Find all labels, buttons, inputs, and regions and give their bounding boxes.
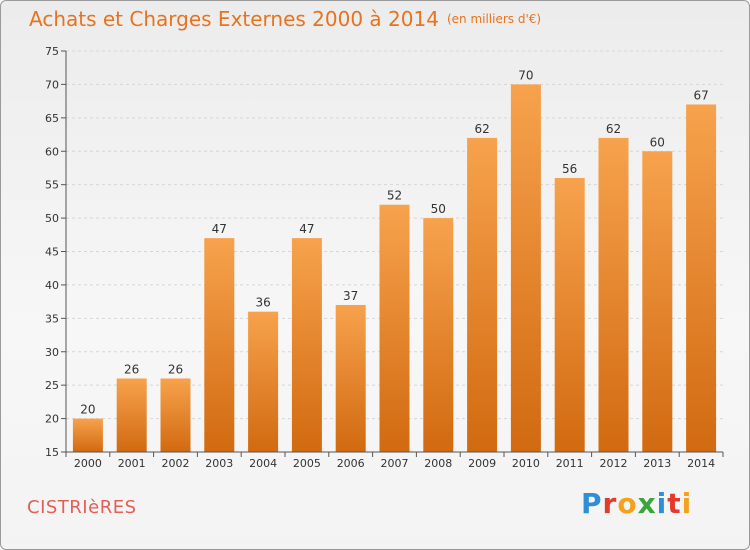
x-tick-label: 2010 xyxy=(512,457,540,470)
bar xyxy=(379,204,410,452)
x-tick-label: 2009 xyxy=(468,457,496,470)
x-tick-label: 2012 xyxy=(600,457,628,470)
value-label: 67 xyxy=(693,88,708,102)
value-label: 26 xyxy=(168,362,183,376)
x-tick-label: 2008 xyxy=(424,457,452,470)
logo-letter: P xyxy=(581,487,603,520)
value-label: 50 xyxy=(431,202,446,216)
bar xyxy=(291,238,322,452)
y-tick-label: 35 xyxy=(45,312,59,325)
x-tick-label: 2000 xyxy=(74,457,102,470)
value-label: 20 xyxy=(80,403,95,417)
x-tick-label: 2002 xyxy=(162,457,190,470)
x-tick-label: 2001 xyxy=(118,457,146,470)
x-tick-label: 2014 xyxy=(687,457,715,470)
bar xyxy=(248,311,279,452)
value-label: 56 xyxy=(562,162,577,176)
axes xyxy=(65,51,723,453)
value-label: 47 xyxy=(299,222,314,236)
x-tick-label: 2011 xyxy=(556,457,584,470)
proxiti-logo: Proxiti xyxy=(581,487,692,520)
bar xyxy=(335,304,366,452)
y-tick-label: 60 xyxy=(45,145,59,158)
value-label: 37 xyxy=(343,289,358,303)
value-label: 26 xyxy=(124,362,139,376)
logo-letter: t xyxy=(667,487,682,520)
logo-letter: x xyxy=(637,487,657,520)
bar xyxy=(160,378,191,452)
bar xyxy=(116,378,147,452)
title-unit: (en milliers d'€) xyxy=(446,12,542,26)
y-tick-label: 65 xyxy=(45,112,59,125)
x-tick-label: 2007 xyxy=(381,457,409,470)
bar xyxy=(204,238,235,452)
value-label: 47 xyxy=(212,222,227,236)
value-label: 52 xyxy=(387,189,402,203)
logo-letter: i xyxy=(681,487,693,520)
y-tick-label: 40 xyxy=(45,279,59,292)
y-tick-label: 25 xyxy=(45,379,59,392)
bar xyxy=(686,104,717,452)
y-axis-ticks: 15 20 25 30 35 40 45 50 55 60 65 70 75 xyxy=(45,45,66,459)
bar xyxy=(554,177,585,452)
value-label: 70 xyxy=(518,68,533,82)
x-axis-ticks: 2000 2001 2002 2003 2004 2005 2006 2007 2008 2009… xyxy=(65,452,724,470)
logo-letter: r xyxy=(602,487,618,520)
x-tick-label: 2005 xyxy=(293,457,321,470)
chart-title: Achats et Charges Externes 2000 à 2014 (e… xyxy=(29,7,541,31)
value-label: 62 xyxy=(606,122,621,136)
bar xyxy=(642,151,673,452)
x-tick-label: 2013 xyxy=(643,457,671,470)
x-tick-label: 2006 xyxy=(337,457,365,470)
x-tick-label: 2003 xyxy=(205,457,233,470)
y-tick-label: 15 xyxy=(45,446,59,459)
value-labels: 20 26 26 47 36 47 37 52 50 62 70 56 62 60 67 xyxy=(80,68,708,416)
bar xyxy=(510,84,541,453)
y-tick-label: 75 xyxy=(45,45,59,58)
value-label: 36 xyxy=(255,296,270,310)
y-tick-label: 70 xyxy=(45,78,59,91)
value-label: 62 xyxy=(474,122,489,136)
y-tick-label: 55 xyxy=(45,179,59,192)
logo-letter: i xyxy=(656,487,668,520)
x-tick-label: 2004 xyxy=(249,457,277,470)
logo-letter: o xyxy=(617,487,638,520)
bar xyxy=(598,137,629,452)
y-tick-label: 45 xyxy=(45,246,59,259)
bar xyxy=(467,137,498,452)
bar xyxy=(423,218,454,452)
value-label: 60 xyxy=(650,135,665,149)
bar xyxy=(72,418,103,452)
title-text: Achats et Charges Externes 2000 à 2014 xyxy=(29,7,439,31)
y-tick-label: 20 xyxy=(45,413,59,426)
y-tick-label: 30 xyxy=(45,346,59,359)
commune-name: CISTRIèRES xyxy=(27,497,137,518)
y-tick-label: 50 xyxy=(45,212,59,225)
bars xyxy=(72,84,717,453)
